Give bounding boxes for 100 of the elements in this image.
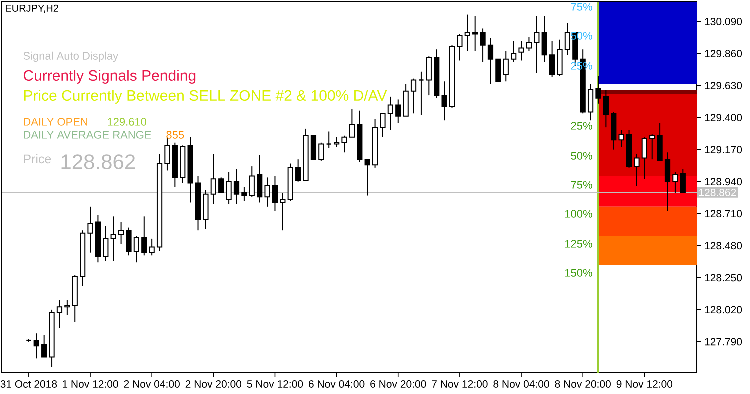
candlestick	[672, 172, 678, 194]
candlestick	[396, 99, 402, 124]
candlestick	[588, 84, 594, 122]
x-tick-label: 7 Nov 12:00	[432, 380, 488, 388]
candlestick	[56, 300, 63, 329]
annotation: DAILY OPEN	[24, 118, 88, 126]
annotation: Price Currently Between SELL ZONE #2 & 100% D/AV	[24, 90, 388, 104]
candlestick	[142, 216, 148, 256]
y-tick-label: 129.860	[705, 50, 742, 58]
x-tick-label: 2 Nov 20:00	[186, 380, 242, 388]
candlestick	[296, 159, 302, 182]
candlestick	[110, 216, 116, 262]
candlestick	[542, 16, 548, 63]
x-tick-label: 31 Oct 2018	[0, 380, 58, 388]
x-tick-label: 8 Nov 20:00	[555, 380, 611, 388]
candlestick	[410, 78, 417, 114]
x-tick-label: 5 Nov 12:00	[247, 380, 304, 388]
candlestick	[472, 16, 478, 52]
candlestick	[418, 71, 424, 116]
annotation: 100%	[566, 210, 592, 218]
candlestick	[388, 96, 394, 131]
y-tick-label: 128.250	[705, 274, 742, 282]
candlestick	[464, 14, 470, 52]
candlestick	[342, 135, 348, 154]
annotation: Signal Auto Display	[24, 52, 119, 62]
candlestick	[618, 130, 624, 148]
candlestick	[280, 192, 286, 232]
candlestick	[603, 89, 609, 128]
x-tick-label: 1 Nov 12:00	[62, 380, 118, 388]
candlestick	[496, 58, 502, 82]
candlestick	[234, 168, 240, 205]
y-tick-label: 128.020	[705, 306, 742, 314]
candlestick	[596, 76, 602, 104]
x-tick-label: 2 Nov 04:00	[124, 380, 180, 388]
candlestick	[349, 108, 356, 138]
annotation: Currently Signals Pending	[24, 70, 196, 84]
candlestick	[318, 142, 324, 162]
y-tick-label: 128.480	[705, 242, 742, 250]
candlestick	[526, 36, 532, 52]
y-tick-label: 130.090	[705, 18, 742, 26]
y-tick-label: 127.790	[705, 338, 742, 346]
candlestick	[257, 154, 263, 204]
x-tick-label: 8 Nov 04:00	[494, 380, 550, 388]
ref-line-label: 128.862	[700, 189, 736, 196]
annotation: 75%	[571, 3, 592, 11]
candlestick	[334, 136, 340, 148]
y-tick-label: 129.630	[705, 82, 742, 90]
candlestick	[310, 135, 317, 160]
annotation: 125%	[566, 240, 592, 248]
candlestick	[442, 81, 448, 122]
annotation: 128.862	[62, 154, 136, 170]
candlestick	[210, 154, 216, 205]
x-tick-label: 9 Nov 12:00	[616, 380, 673, 388]
candlestick	[488, 38, 494, 85]
candlestick	[88, 206, 94, 254]
candlestick	[134, 236, 140, 264]
candlestick	[34, 333, 40, 360]
candlestick	[511, 40, 517, 63]
candlestick	[426, 56, 432, 96]
candlestick	[518, 40, 524, 62]
candlestick	[272, 176, 278, 212]
annotation: 25%	[571, 122, 592, 130]
candlestick	[264, 177, 270, 208]
candlestick	[480, 28, 486, 63]
candlestick	[249, 166, 255, 198]
candlestick	[650, 134, 656, 160]
annotation: 855	[166, 131, 184, 139]
candlestick	[457, 34, 463, 62]
candlestick	[242, 186, 248, 202]
candlestick	[126, 227, 132, 256]
candlestick	[664, 152, 671, 212]
candlestick	[118, 222, 124, 246]
annotation: 75%	[571, 181, 592, 189]
candlestick	[534, 16, 540, 74]
candlestick	[634, 154, 640, 187]
candlestick	[680, 168, 686, 194]
candlestick	[364, 159, 370, 196]
candlestick	[564, 22, 571, 56]
annotation: DAILY AVERAGE RANGE	[24, 131, 152, 139]
y-tick-label: 128.710	[705, 210, 742, 218]
candlestick	[550, 40, 556, 78]
candlestick	[42, 334, 48, 358]
candlestick	[103, 226, 109, 262]
candlestick	[503, 50, 509, 82]
annotation: Price	[24, 154, 52, 164]
candlestick	[149, 238, 155, 256]
candlestick	[380, 113, 386, 138]
candlestick	[218, 177, 224, 194]
annotation: 150%	[566, 269, 592, 277]
x-tick-label: 6 Nov 20:00	[370, 380, 426, 388]
y-tick-label: 128.940	[705, 178, 742, 186]
candlestick	[226, 172, 232, 205]
annotation: 129.610	[108, 118, 147, 126]
y-tick-label: 129.400	[705, 114, 742, 122]
candlestick	[642, 136, 648, 180]
y-tick-label: 129.170	[705, 146, 742, 154]
x-tick-label: 6 Nov 04:00	[309, 380, 365, 388]
candlestick	[326, 131, 332, 149]
chart-title: EURJPY,H2	[6, 4, 58, 14]
annotation: 50%	[571, 152, 592, 160]
